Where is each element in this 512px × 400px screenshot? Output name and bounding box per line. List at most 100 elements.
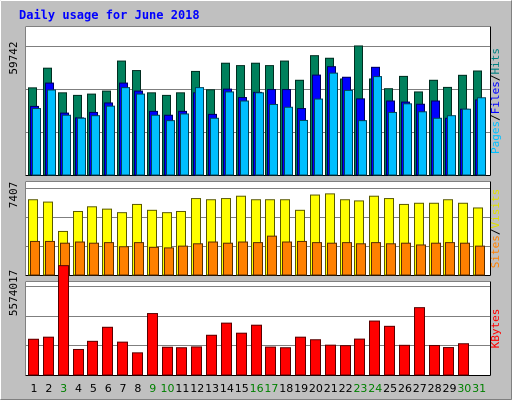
bar-pages-day-5 xyxy=(91,115,100,176)
bar-kbytes-day-25 xyxy=(384,325,395,376)
day-label-12: 12 xyxy=(190,382,204,395)
bar-sites-day-28 xyxy=(431,242,441,276)
bar-sites-day-11 xyxy=(178,245,188,276)
day-label-15: 15 xyxy=(235,382,249,395)
day-label-13: 13 xyxy=(205,382,219,395)
legend-entry: / xyxy=(489,75,502,82)
bar-kbytes-day-26 xyxy=(399,344,410,376)
bar-kbytes-day-12 xyxy=(191,346,202,376)
bar-pages-day-21 xyxy=(329,72,338,176)
bar-kbytes-day-19 xyxy=(295,336,306,376)
bar-sites-day-14 xyxy=(223,242,233,276)
bar-kbytes-day-24 xyxy=(369,320,380,376)
day-label-11: 11 xyxy=(175,382,189,395)
bar-kbytes-day-16 xyxy=(251,324,262,376)
bar-pages-day-10 xyxy=(166,120,175,176)
bar-kbytes-day-11 xyxy=(176,347,187,376)
bar-sites-day-12 xyxy=(193,243,203,276)
day-label-27: 27 xyxy=(413,382,427,395)
day-labels-layer: 1 2 3 4 5 6 7 8 9 10 11 12 13 14 15 16 17 18 19 20 21 22 23 24 2… xyxy=(31,382,487,395)
legend-entry: / xyxy=(489,229,502,236)
bar-pages-day-22 xyxy=(344,89,353,176)
legend-entry: Files xyxy=(489,81,502,114)
panel-legend: Sites/Visits xyxy=(489,189,502,269)
bar-pages-day-6 xyxy=(106,105,115,176)
bar-kbytes-day-20 xyxy=(310,339,321,376)
day-label-10: 10 xyxy=(161,382,175,395)
bar-sites-day-18 xyxy=(282,241,292,276)
day-label-3: 3 xyxy=(60,382,67,395)
day-label-19: 19 xyxy=(294,382,308,395)
bar-pages-day-8 xyxy=(136,93,145,176)
bar-pages-day-15 xyxy=(240,100,249,176)
bar-sites-day-7 xyxy=(119,246,129,276)
bar-pages-day-14 xyxy=(225,91,234,176)
day-label-30: 30 xyxy=(457,382,471,395)
day-label-5: 5 xyxy=(90,382,97,395)
legend-entry: / xyxy=(489,114,502,121)
panel-kbytes: 5574017 KBytes xyxy=(7,265,502,376)
legend-entry: Hits xyxy=(489,48,502,75)
bar-kbytes-day-6 xyxy=(102,326,113,376)
legend-entry: KBytes xyxy=(489,309,502,349)
bar-pages-day-23 xyxy=(358,120,367,176)
bar-pages-day-7 xyxy=(121,87,130,176)
day-label-25: 25 xyxy=(383,382,397,395)
bar-sites-day-13 xyxy=(208,241,218,276)
bar-kbytes-day-4 xyxy=(73,348,84,376)
bar-pages-day-20 xyxy=(314,98,323,176)
bar-kbytes-day-5 xyxy=(87,340,98,376)
panel-legend: Pages/Files/Hits xyxy=(489,48,502,154)
bar-sites-day-15 xyxy=(238,241,248,276)
bar-kbytes-day-29 xyxy=(443,347,454,376)
bar-kbytes-day-30 xyxy=(458,343,469,376)
bar-kbytes-day-2 xyxy=(43,336,54,376)
bar-kbytes-day-1 xyxy=(28,338,39,376)
bar-kbytes-day-17 xyxy=(265,346,276,376)
bar-pages-day-4 xyxy=(77,117,86,176)
day-label-4: 4 xyxy=(75,382,82,395)
bar-sites-day-25 xyxy=(386,243,396,276)
bar-kbytes-day-9 xyxy=(147,313,158,376)
bar-sites-day-24 xyxy=(371,242,381,276)
y-max-label: 59742 xyxy=(7,41,20,74)
bar-sites-day-21 xyxy=(327,242,337,276)
bar-kbytes-day-22 xyxy=(340,345,351,376)
bar-pages-day-18 xyxy=(284,106,293,176)
bar-kbytes-day-27 xyxy=(414,307,425,376)
bar-sites-day-6 xyxy=(104,242,114,276)
bar-pages-day-2 xyxy=(47,89,56,176)
legend-entry: Pages xyxy=(489,121,502,154)
bar-sites-day-30 xyxy=(460,242,470,276)
day-label-2: 2 xyxy=(45,382,52,395)
bar-sites-day-20 xyxy=(312,242,322,276)
bar-pages-day-1 xyxy=(32,108,41,176)
series-sites xyxy=(30,235,485,276)
bar-pages-day-24 xyxy=(373,76,382,176)
bar-pages-day-29 xyxy=(447,115,456,176)
bar-pages-day-26 xyxy=(403,103,412,176)
bar-kbytes-day-13 xyxy=(206,334,217,376)
bar-pages-day-9 xyxy=(151,114,160,176)
bar-sites-day-31 xyxy=(475,245,485,276)
bar-pages-day-28 xyxy=(433,117,442,176)
day-label-29: 29 xyxy=(442,382,456,395)
bar-kbytes-day-14 xyxy=(221,322,232,376)
day-label-21: 21 xyxy=(324,382,338,395)
bar-sites-day-19 xyxy=(297,240,307,276)
bar-pages-day-16 xyxy=(255,92,264,176)
bar-sites-day-8 xyxy=(134,242,144,276)
bar-kbytes-day-10 xyxy=(162,346,173,376)
bar-kbytes-day-3 xyxy=(58,265,69,376)
day-label-26: 26 xyxy=(398,382,412,395)
bar-sites-day-27 xyxy=(416,244,426,276)
day-label-28: 28 xyxy=(428,382,442,395)
bar-pages-day-12 xyxy=(195,87,204,176)
bar-pages-day-30 xyxy=(462,108,471,176)
chart-title: Daily usage for June 2018 xyxy=(19,8,200,22)
bar-kbytes-day-7 xyxy=(117,341,128,376)
bar-sites-day-16 xyxy=(253,242,263,276)
bar-pages-day-11 xyxy=(180,113,189,176)
bar-pages-day-31 xyxy=(477,97,486,176)
